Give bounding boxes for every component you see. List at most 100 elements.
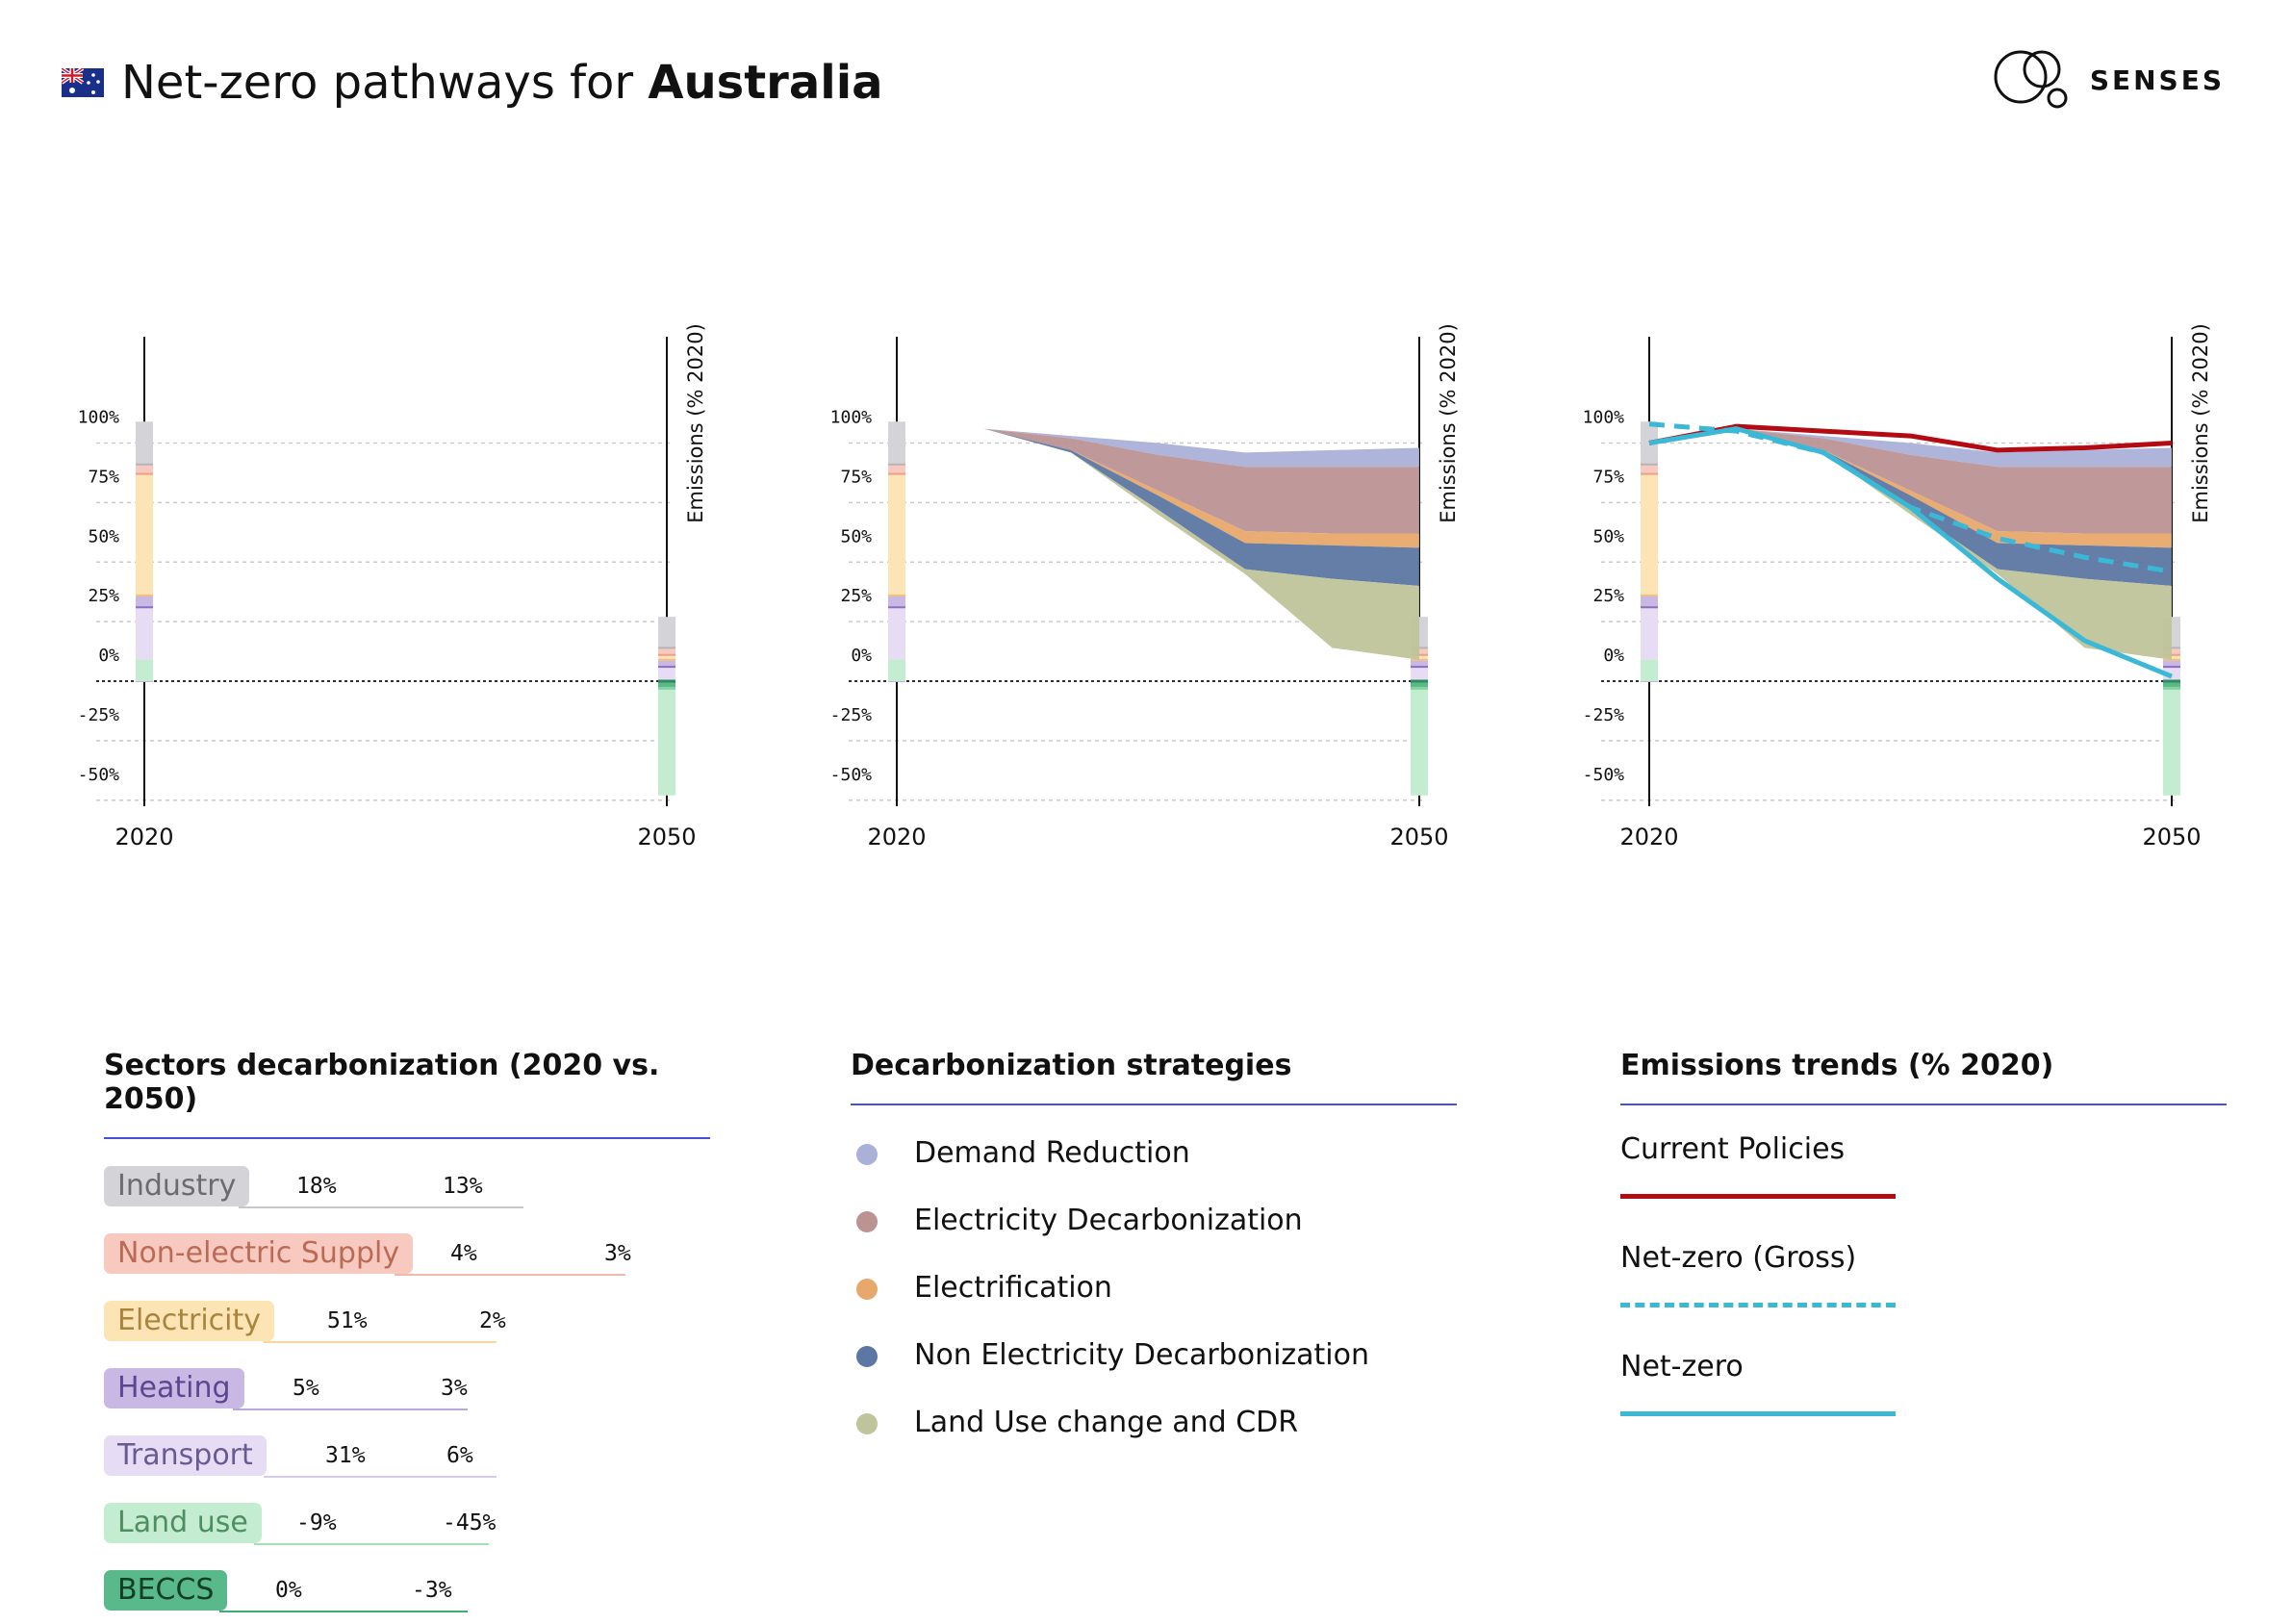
sector-value-2020: 5%	[293, 1376, 319, 1401]
strategy-band	[897, 428, 1419, 468]
y-axis-label: Emissions (% 2020)	[2189, 323, 2212, 523]
strategy-color-dot-icon	[856, 1413, 878, 1434]
page-title-prefix: Net-zero pathways for	[121, 56, 649, 110]
y-tick-label: 0%	[98, 646, 119, 666]
sector-value-2050: -45%	[443, 1510, 497, 1535]
sector-bar-segment	[136, 464, 153, 474]
y-tick-label: 100%	[830, 408, 873, 428]
y-tick-label: 50%	[1592, 526, 1624, 546]
sector-bar-segment	[658, 617, 675, 648]
x-tick-label: 2050	[637, 824, 696, 850]
sector-value-2020: -9%	[296, 1510, 337, 1535]
strategy-legend-row: Electrification	[851, 1254, 1457, 1321]
sector-bar-segment	[1641, 595, 1658, 608]
y-tick-label: 0%	[1603, 646, 1624, 666]
trends-legend-title: Emissions trends (% 2020)	[1620, 1049, 2227, 1105]
sector-bar-segment	[1641, 473, 1658, 596]
strategy-legend-label: Demand Reduction	[914, 1136, 1190, 1170]
y-tick-label: -25%	[78, 705, 120, 725]
sector-value-2050: 3%	[441, 1376, 468, 1401]
y-tick-label: 75%	[88, 467, 119, 487]
sector-bar-segment	[136, 659, 153, 681]
sector-bar-segment	[888, 595, 905, 608]
sector-bar-segment	[2163, 688, 2180, 796]
sector-bar-segment	[888, 473, 905, 596]
australia-flag-icon	[62, 68, 104, 97]
strategy-color-dot-icon	[856, 1346, 878, 1367]
sector-bar-segment	[136, 421, 153, 465]
y-tick-label: 25%	[1592, 586, 1624, 606]
sector-legend-row: Industry 18% 13%	[104, 1153, 710, 1220]
trend-legend-label: Net-zero	[1620, 1350, 1744, 1383]
y-tick-label: 25%	[840, 586, 872, 606]
sector-legend-row: Electricity 51% 2%	[104, 1287, 710, 1355]
x-tick-label: 2050	[1389, 824, 1448, 850]
senses-logo: SENSES	[1994, 48, 2225, 112]
trend-legend-row: Current Policies	[1620, 1111, 2227, 1220]
y-tick-label: 50%	[840, 526, 872, 546]
strategies-legend-title: Decarbonization strategies	[851, 1049, 1457, 1105]
page-title-country: Australia	[648, 56, 883, 110]
sector-bar-segment	[658, 654, 675, 660]
trend-legend-line	[1620, 1303, 1896, 1307]
sector-value-2020: 18%	[296, 1174, 337, 1199]
strategies-chart: 100% 75% 50% 25% 0% -25% -50% 2020 2050 Emissions…	[830, 323, 1460, 850]
sectors-legend-title: Sectors decarbonization (2020 vs. 2050)	[104, 1049, 710, 1139]
sector-bar-segment	[136, 473, 153, 596]
strategy-legend-label: Land Use change and CDR	[914, 1406, 1299, 1439]
sector-legend-label: Non-electric Supply	[104, 1233, 414, 1274]
sector-legend-row: Non-electric Supply 4% 3%	[104, 1220, 710, 1287]
strategy-band	[897, 428, 1419, 660]
sectors-chart: 100% 75% 50% 25% 0% -25% -50% 2020 2050 Emissions…	[78, 323, 707, 850]
sector-bar-segment	[888, 659, 905, 681]
y-tick-label: 100%	[78, 408, 120, 428]
sector-bar-segment	[1411, 667, 1428, 681]
trend-legend-row: Net-zero	[1620, 1329, 2227, 1437]
y-tick-label: -25%	[830, 705, 873, 725]
trend-legend-row: Net-zero (Gross)	[1620, 1220, 2227, 1329]
sector-legend-line	[239, 1206, 523, 1208]
strategy-legend-label: Non Electricity Decarbonization	[914, 1338, 1370, 1372]
sector-value-2050: 13%	[443, 1174, 483, 1199]
sectors-legend: Sectors decarbonization (2020 vs. 2050) …	[104, 1049, 710, 1624]
sector-legend-line	[219, 1611, 468, 1612]
strategy-band	[1649, 428, 2172, 468]
sector-legend-label: Electricity	[104, 1301, 275, 1341]
trend-legend-line	[1620, 1194, 1896, 1199]
sector-legend-line	[264, 1476, 497, 1478]
sector-bar-segment	[658, 659, 675, 668]
strategy-band	[1649, 428, 2172, 660]
x-tick-label: 2020	[867, 824, 926, 850]
sector-bar-segment	[1411, 659, 1428, 668]
strategy-legend-row: Electricity Decarbonization	[851, 1186, 1457, 1254]
y-axis-label: Emissions (% 2020)	[684, 323, 707, 523]
strategy-legend-row: Demand Reduction	[851, 1119, 1457, 1186]
y-tick-label: 75%	[840, 467, 872, 487]
sector-legend-line	[233, 1408, 468, 1410]
sectors-list: Industry 18% 13% Non-electric Supply 4% 3% Ele…	[104, 1153, 710, 1624]
sector-bar-segment	[2163, 681, 2180, 689]
strategy-legend-label: Electrification	[914, 1271, 1112, 1305]
y-tick-label: 75%	[1592, 467, 1624, 487]
sector-bar-segment	[658, 681, 675, 689]
page-title: Net-zero pathways for Australia	[121, 56, 883, 110]
senses-logo-icon	[1994, 50, 2068, 109]
sector-bar-segment	[658, 667, 675, 681]
sector-bar-segment	[1411, 681, 1428, 689]
strategies-legend: Decarbonization strategies Demand Reduct…	[851, 1049, 1457, 1456]
trend-legend-label: Net-zero (Gross)	[1620, 1241, 1857, 1275]
sector-legend-row: Land use -9% -45%	[104, 1489, 710, 1557]
sector-legend-label: Land use	[104, 1503, 262, 1543]
strategy-band	[1649, 428, 2172, 548]
x-tick-label: 2020	[1619, 824, 1678, 850]
strategies-list: Demand Reduction Electricity Decarbonizat…	[851, 1119, 1457, 1456]
sector-value-2020: 4%	[450, 1241, 477, 1266]
sector-legend-line	[395, 1274, 625, 1276]
strategy-band	[1649, 428, 2172, 534]
sector-legend-line	[254, 1543, 489, 1545]
sector-legend-row: Transport 31% 6%	[104, 1422, 710, 1489]
sector-value-2020: 0%	[275, 1578, 302, 1603]
sector-legend-label: BECCS	[104, 1570, 228, 1611]
logo-text: SENSES	[2089, 63, 2225, 96]
y-axis-label: Emissions (% 2020)	[1437, 323, 1460, 523]
